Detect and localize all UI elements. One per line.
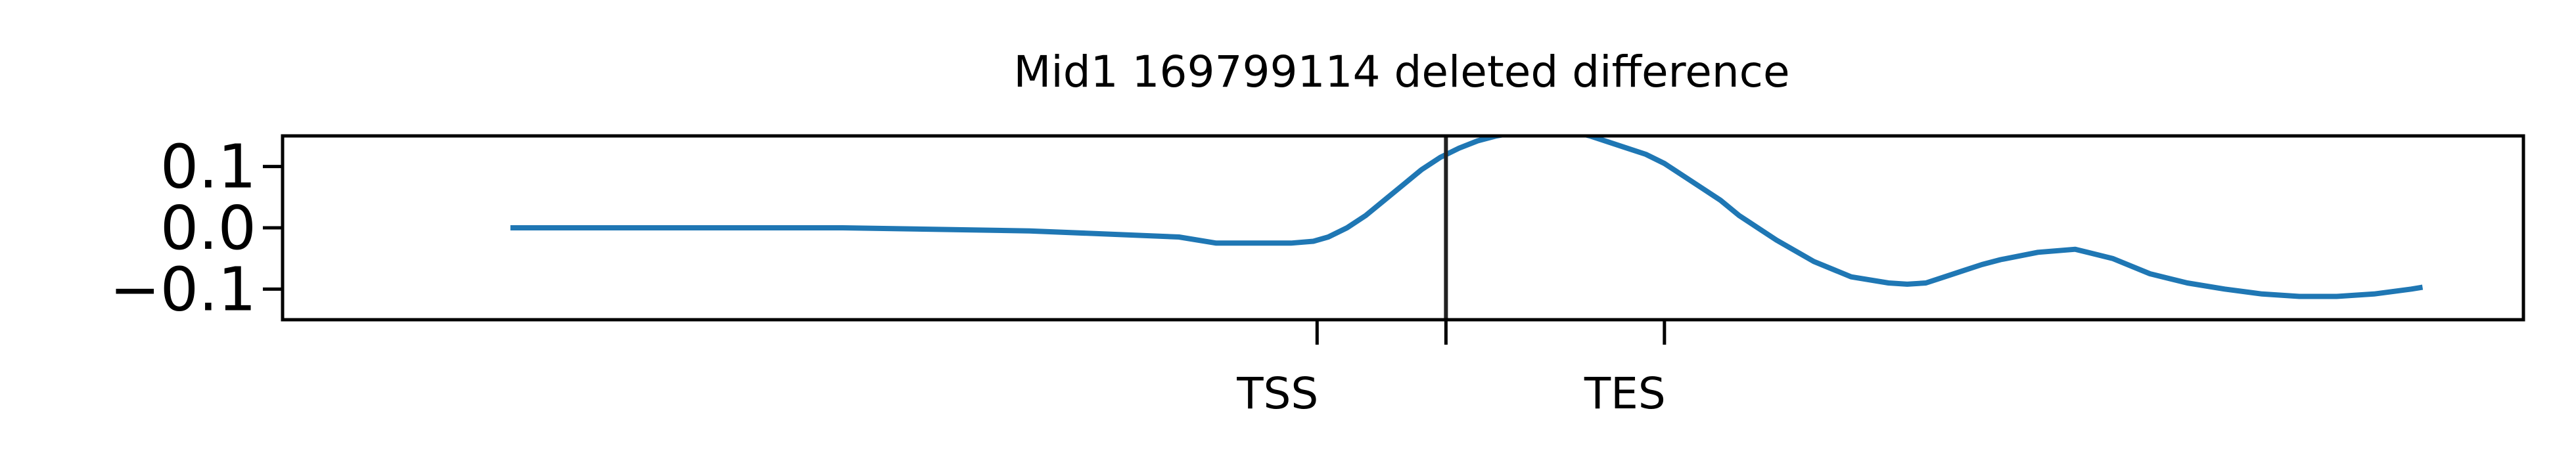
- x-tick-label-2: TES: [1584, 368, 1666, 419]
- series-line-0: [510, 136, 2424, 299]
- y-tick-label-2: −0.1: [110, 254, 256, 324]
- chart-title: Mid1 169799114 deleted difference: [1013, 47, 1789, 97]
- axes: 0.10.0−0.1 TSS TES: [110, 132, 1667, 419]
- y-tick-label-0: 0.1: [160, 132, 256, 202]
- plot-frame: [281, 134, 2525, 322]
- y-tick-label-1: 0.0: [160, 193, 256, 263]
- x-tick-label-0: TSS: [1236, 368, 1318, 419]
- plot-area: [510, 136, 2424, 320]
